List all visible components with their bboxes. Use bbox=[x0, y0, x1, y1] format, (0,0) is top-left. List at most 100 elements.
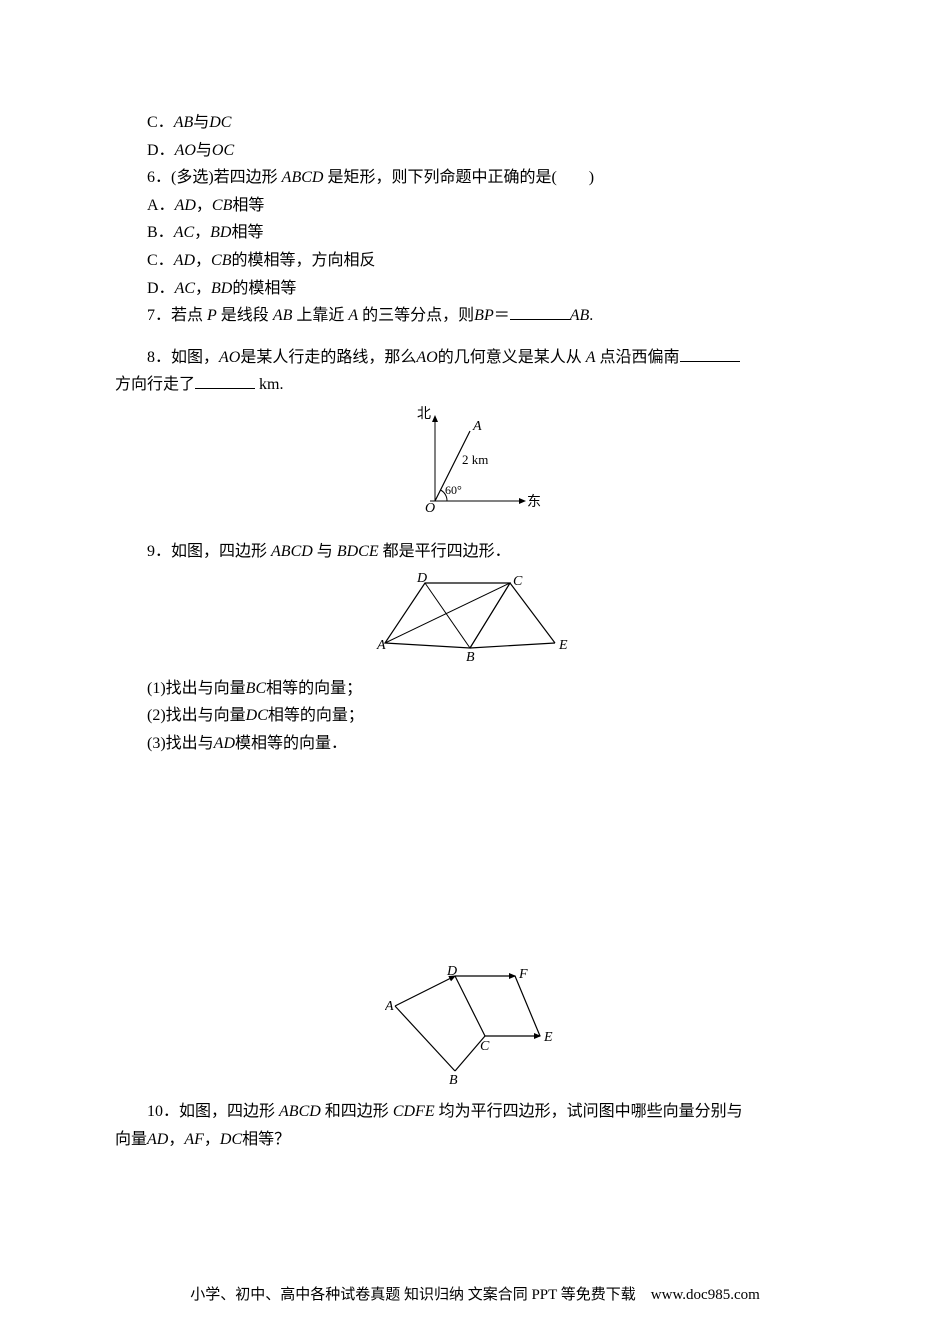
q8-ao: AO bbox=[219, 349, 240, 366]
q6b-suf: 相等 bbox=[231, 224, 263, 241]
q8-m1: 是某人行走的路线，那么 bbox=[240, 349, 416, 366]
q9-bdce: BDCE bbox=[337, 543, 379, 560]
q6b-a: AC bbox=[174, 224, 194, 241]
q5d-veca: AO bbox=[175, 142, 196, 159]
q9-sub2: (2)找出与向量DC相等的向量； bbox=[115, 703, 835, 729]
q5d-label: D． bbox=[147, 142, 175, 159]
q7-ab2: AB bbox=[570, 307, 590, 324]
q7-ab: AB bbox=[273, 307, 293, 324]
q6-suffix: 是矩形，则下列命题中正确的是( ) bbox=[323, 169, 594, 186]
q9-s3s: 模相等的向量． bbox=[235, 735, 347, 752]
q8-diagram: 北 东 A O 2 km 60° bbox=[115, 406, 835, 531]
q5c-mid: 与 bbox=[193, 114, 209, 131]
q9-s2p: (2)找出与向量 bbox=[147, 707, 246, 724]
q8-east-label: 东 bbox=[527, 494, 541, 510]
q6-option-a: A．AD，CB相等 bbox=[115, 193, 835, 219]
q6-option-d: D．AC，BD的模相等 bbox=[115, 276, 835, 302]
q10-suffix: 相等？ bbox=[242, 1131, 290, 1148]
q9-b-label: B bbox=[466, 650, 475, 663]
q8-m2: 的几何意义是某人从 bbox=[438, 349, 586, 366]
q10-a-label: A bbox=[385, 999, 394, 1014]
q7-m1: 是线段 bbox=[217, 307, 273, 324]
q10-stem-line2: 向量AD，AF，DC相等？ bbox=[115, 1127, 835, 1153]
q10-diagram: A B C D E F bbox=[115, 966, 835, 1091]
q9-s1s: 相等的向量； bbox=[266, 680, 362, 697]
q9-s2v: DC bbox=[246, 707, 268, 724]
q9-s1p: (1)找出与向量 bbox=[147, 680, 246, 697]
q9-stem: 9．如图，四边形 ABCD 与 BDCE 都是平行四边形． bbox=[115, 539, 835, 565]
q5d-mid: 与 bbox=[196, 142, 212, 159]
q9-a-label: A bbox=[376, 638, 386, 653]
q5c-vecb: DC bbox=[209, 114, 231, 131]
q6-stem: 6．(多选)若四边形 ABCD 是矩形，则下列命题中正确的是( ) bbox=[115, 165, 835, 191]
q9-sub3: (3)找出与AD模相等的向量． bbox=[115, 731, 835, 757]
q8-angle-label: 60° bbox=[445, 483, 462, 497]
q9-s2s: 相等的向量； bbox=[268, 707, 364, 724]
q10-b-label: B bbox=[449, 1073, 458, 1086]
q8-a-label: A bbox=[472, 419, 482, 434]
q7-bp: BP bbox=[474, 307, 494, 324]
q6d-p: D． bbox=[147, 280, 175, 297]
q10-m1: 和四边形 bbox=[321, 1103, 393, 1120]
q9-m1: 与 bbox=[313, 543, 337, 560]
q9-s3p: (3)找出与 bbox=[147, 735, 214, 752]
q8-o-label: O bbox=[425, 501, 435, 516]
q10-f-label: F bbox=[518, 967, 528, 982]
q6c-a: AD bbox=[174, 252, 195, 269]
q5c-veca: AB bbox=[174, 114, 194, 131]
q9-e-label: E bbox=[558, 638, 568, 653]
q10-ad: AD bbox=[147, 1131, 168, 1148]
q10-s2: ， bbox=[204, 1131, 220, 1148]
q8-stem: 8．如图，AO是某人行走的路线，那么AO的几何意义是某人从 A 点沿西偏南 bbox=[115, 345, 835, 371]
q6-option-b: B．AC，BD相等 bbox=[115, 220, 835, 246]
q6d-s: ， bbox=[195, 280, 211, 297]
q10-m2: 均为平行四边形，试问图中哪些向量分别与 bbox=[435, 1103, 743, 1120]
q10-d-label: D bbox=[446, 966, 457, 979]
q10-prefix: 10．如图，四边形 bbox=[147, 1103, 279, 1120]
q8-stem-line2: 方向行走了 km. bbox=[115, 372, 835, 398]
q10-abcd: ABCD bbox=[279, 1103, 321, 1120]
q6-prefix: 6．(多选)若四边形 bbox=[147, 169, 282, 186]
q10-l2p: 向量 bbox=[115, 1131, 147, 1148]
q9-prefix: 9．如图，四边形 bbox=[147, 543, 271, 560]
q10-c-label: C bbox=[480, 1039, 490, 1054]
q9-s3v: AD bbox=[214, 735, 235, 752]
q9-sub1: (1)找出与向量BC相等的向量； bbox=[115, 676, 835, 702]
q6a-suf: 相等 bbox=[232, 197, 264, 214]
q7-stem: 7．若点 P 是线段 AB 上靠近 A 的三等分点，则BP＝AB. bbox=[115, 303, 835, 329]
q8-blank2 bbox=[195, 373, 255, 389]
q10-stem: 10．如图，四边形 ABCD 和四边形 CDFE 均为平行四边形，试问图中哪些向… bbox=[115, 1099, 835, 1125]
q7-p: P bbox=[207, 307, 217, 324]
q6-option-c: C．AD，CB的模相等，方向相反 bbox=[115, 248, 835, 274]
q6b-p: B． bbox=[147, 224, 174, 241]
q7-eq: ＝ bbox=[494, 307, 510, 324]
footer-text: 小学、初中、高中各种试卷真题 知识归纳 文案合同 PPT 等免费下载 www.d… bbox=[190, 1287, 760, 1303]
q9-c-label: C bbox=[513, 574, 523, 589]
q7-m3: 的三等分点，则 bbox=[358, 307, 474, 324]
q7-period: . bbox=[589, 307, 593, 324]
q7-blank bbox=[510, 304, 570, 320]
q6-quad: ABCD bbox=[282, 169, 324, 186]
q6a-a: AD bbox=[175, 197, 196, 214]
q9-s1v: BC bbox=[246, 680, 266, 697]
q10-s1: ， bbox=[168, 1131, 184, 1148]
q9-abcd: ABCD bbox=[271, 543, 313, 560]
q5c-label: C． bbox=[147, 114, 174, 131]
q7-m2: 上靠近 bbox=[292, 307, 348, 324]
q9-suffix: 都是平行四边形． bbox=[379, 543, 511, 560]
q8-l2p: 方向行走了 bbox=[115, 376, 195, 393]
q9-d-label: D bbox=[416, 573, 427, 586]
q8-ao2: AO bbox=[416, 349, 437, 366]
q6a-b: CB bbox=[212, 197, 232, 214]
q7-a: A bbox=[348, 307, 358, 324]
q6c-b: CB bbox=[211, 252, 231, 269]
q6b-s: ， bbox=[194, 224, 210, 241]
q6a-p: A． bbox=[147, 197, 175, 214]
q5-option-c: C．AB与DC bbox=[115, 110, 835, 136]
q8-blank1 bbox=[680, 346, 740, 362]
q5d-vecb: OC bbox=[212, 142, 234, 159]
page-footer: 小学、初中、高中各种试卷真题 知识归纳 文案合同 PPT 等免费下载 www.d… bbox=[0, 1283, 950, 1304]
q8-unit: km. bbox=[255, 376, 283, 393]
q8-north-label: 北 bbox=[417, 406, 431, 422]
q6c-suf: 的模相等，方向相反 bbox=[231, 252, 375, 269]
